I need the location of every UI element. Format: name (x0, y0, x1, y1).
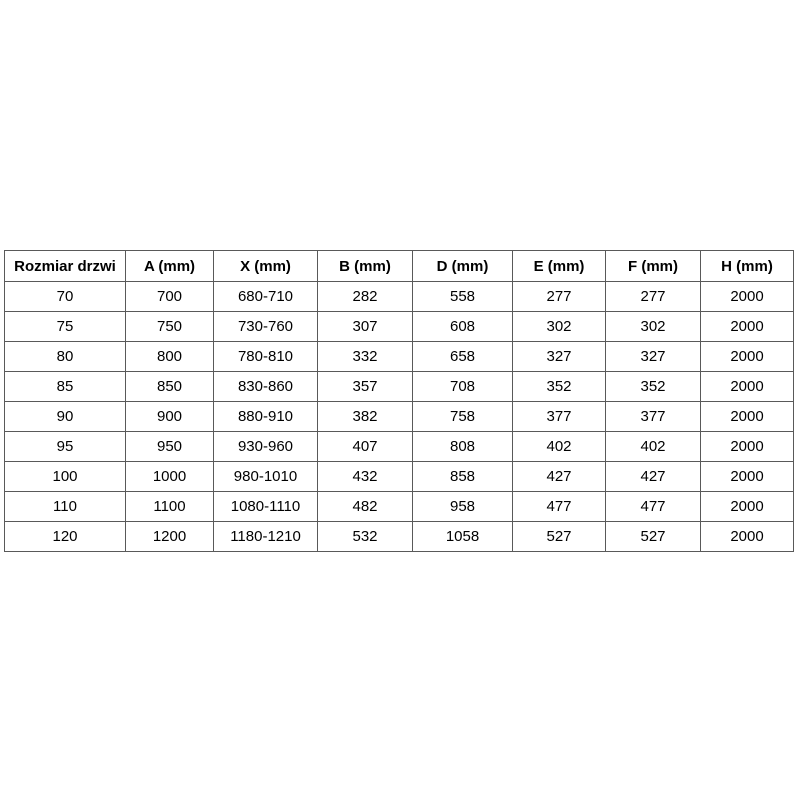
table-cell: 100 (4, 461, 126, 492)
table-cell: 950 (125, 431, 214, 462)
table-cell: 730-760 (213, 311, 318, 342)
table-cell: 2000 (700, 281, 794, 312)
table-cell: 2000 (700, 401, 794, 432)
table-cell: 352 (512, 371, 606, 402)
table-cell: 700 (125, 281, 214, 312)
table-cell: 1080-1110 (213, 491, 318, 522)
table-cell: 958 (412, 491, 513, 522)
table-row: 90 900 880-910 382 758 377 377 2000 (4, 401, 794, 432)
table-cell: 780-810 (213, 341, 318, 372)
table-cell: 477 (605, 491, 701, 522)
table-row: 75 750 730-760 307 608 302 302 2000 (4, 311, 794, 342)
column-header-b: B (mm) (317, 250, 413, 282)
table-cell: 1100 (125, 491, 214, 522)
table-row: 80 800 780-810 332 658 327 327 2000 (4, 341, 794, 372)
table-cell: 377 (605, 401, 701, 432)
table-cell: 75 (4, 311, 126, 342)
table-cell: 427 (512, 461, 606, 492)
table-cell: 332 (317, 341, 413, 372)
table-cell: 808 (412, 431, 513, 462)
table-cell: 427 (605, 461, 701, 492)
table-cell: 85 (4, 371, 126, 402)
table-cell: 1058 (412, 521, 513, 552)
table-cell: 527 (605, 521, 701, 552)
table-cell: 2000 (700, 431, 794, 462)
table-cell: 680-710 (213, 281, 318, 312)
table-cell: 432 (317, 461, 413, 492)
table-cell: 402 (605, 431, 701, 462)
table-cell: 850 (125, 371, 214, 402)
table-cell: 302 (605, 311, 701, 342)
table-cell: 327 (512, 341, 606, 372)
door-size-table: Rozmiar drzwi A (mm) X (mm) B (mm) D (mm) E (… (4, 250, 794, 552)
table-cell: 2000 (700, 461, 794, 492)
table-row: 120 1200 1180-1210 532 1058 527 527 2000 (4, 521, 794, 552)
table-cell: 2000 (700, 371, 794, 402)
table-cell: 880-910 (213, 401, 318, 432)
table-cell: 382 (317, 401, 413, 432)
table-cell: 90 (4, 401, 126, 432)
table-cell: 930-960 (213, 431, 318, 462)
table-cell: 120 (4, 521, 126, 552)
table-row: 95 950 930-960 407 808 402 402 2000 (4, 431, 794, 462)
table-cell: 532 (317, 521, 413, 552)
table-cell: 352 (605, 371, 701, 402)
table-cell: 302 (512, 311, 606, 342)
table-cell: 527 (512, 521, 606, 552)
table-cell: 377 (512, 401, 606, 432)
header-row: Rozmiar drzwi A (mm) X (mm) B (mm) D (mm) E (… (4, 250, 794, 282)
table-row: 85 850 830-860 357 708 352 352 2000 (4, 371, 794, 402)
table-cell: 1180-1210 (213, 521, 318, 552)
table-cell: 980-1010 (213, 461, 318, 492)
column-header-a: A (mm) (125, 250, 214, 282)
column-header-d: D (mm) (412, 250, 513, 282)
table-cell: 750 (125, 311, 214, 342)
table-cell: 282 (317, 281, 413, 312)
column-header-f: F (mm) (605, 250, 701, 282)
table-cell: 2000 (700, 521, 794, 552)
table-cell: 1000 (125, 461, 214, 492)
table-cell: 2000 (700, 311, 794, 342)
table-cell: 758 (412, 401, 513, 432)
table-cell: 277 (512, 281, 606, 312)
table-cell: 80 (4, 341, 126, 372)
table-cell: 608 (412, 311, 513, 342)
table-cell: 110 (4, 491, 126, 522)
table-cell: 1200 (125, 521, 214, 552)
table-cell: 2000 (700, 341, 794, 372)
table-cell: 858 (412, 461, 513, 492)
column-header-h: H (mm) (700, 250, 794, 282)
table-cell: 482 (317, 491, 413, 522)
table-cell: 900 (125, 401, 214, 432)
column-header-rozmiar-drzwi: Rozmiar drzwi (4, 250, 126, 282)
table-cell: 558 (412, 281, 513, 312)
table-cell: 407 (317, 431, 413, 462)
table-cell: 477 (512, 491, 606, 522)
table-cell: 800 (125, 341, 214, 372)
table-cell: 95 (4, 431, 126, 462)
column-header-e: E (mm) (512, 250, 606, 282)
table-cell: 708 (412, 371, 513, 402)
table-cell: 307 (317, 311, 413, 342)
table-cell: 402 (512, 431, 606, 462)
table-cell: 658 (412, 341, 513, 372)
column-header-x: X (mm) (213, 250, 318, 282)
table-cell: 327 (605, 341, 701, 372)
table-row: 110 1100 1080-1110 482 958 477 477 2000 (4, 491, 794, 522)
table-cell: 357 (317, 371, 413, 402)
table-cell: 277 (605, 281, 701, 312)
table-row: 100 1000 980-1010 432 858 427 427 2000 (4, 461, 794, 492)
table-cell: 830-860 (213, 371, 318, 402)
table-cell: 2000 (700, 491, 794, 522)
table-row: 70 700 680-710 282 558 277 277 2000 (4, 281, 794, 312)
table-cell: 70 (4, 281, 126, 312)
